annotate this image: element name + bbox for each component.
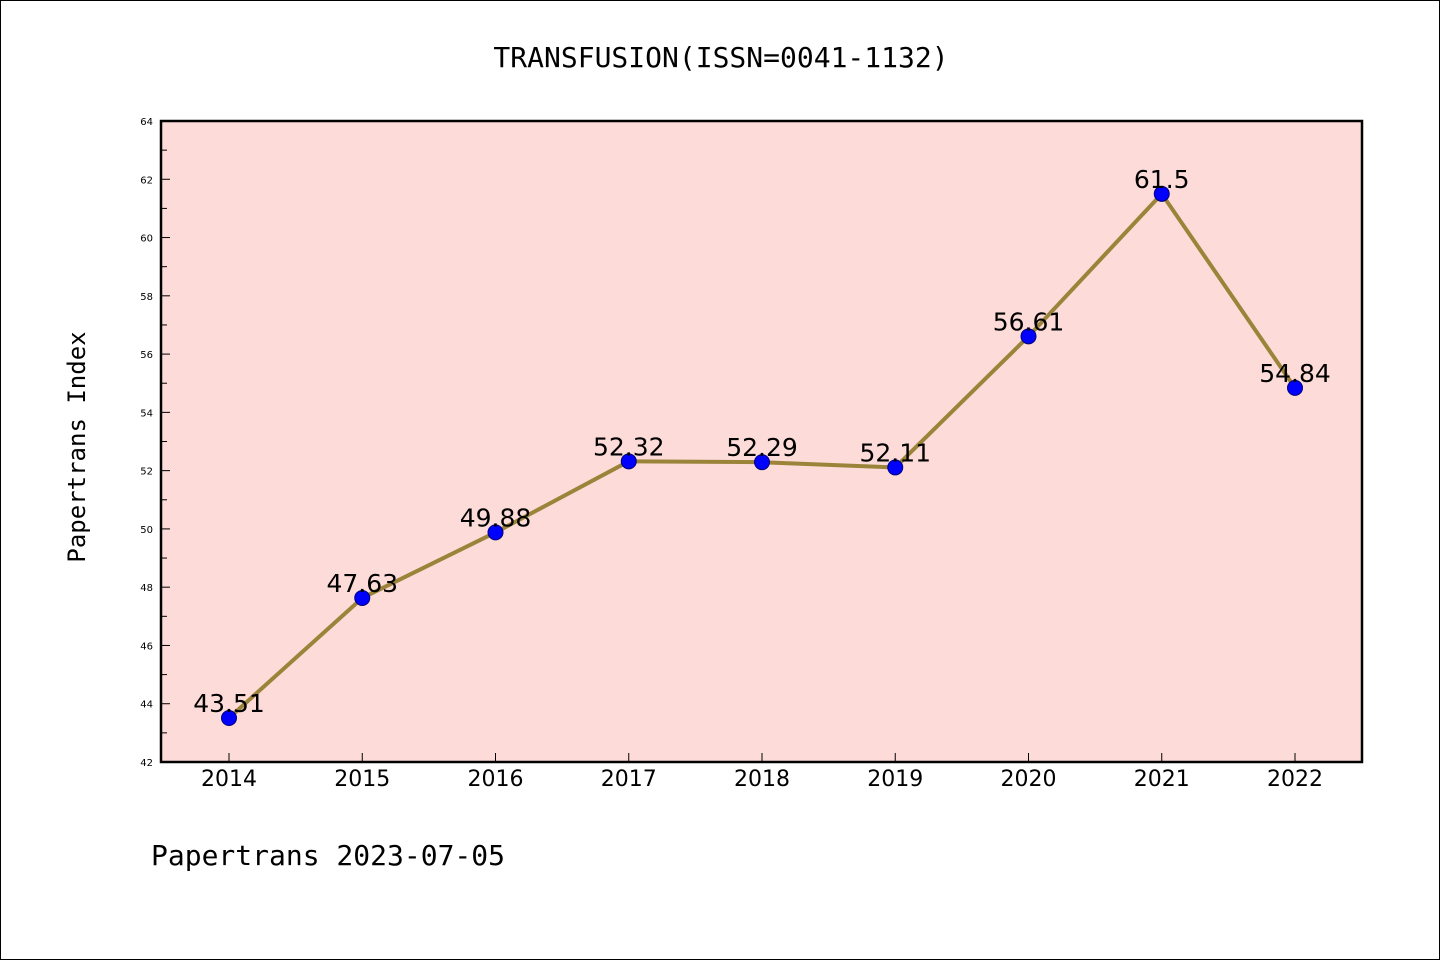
data-label: 52.29	[726, 433, 798, 462]
x-tick-label: 2018	[734, 767, 790, 792]
data-label: 47.63	[326, 569, 398, 598]
plot-border	[159, 119, 1364, 764]
data-label: 52.11	[859, 438, 931, 467]
data-label: 49.88	[460, 503, 532, 532]
y-tick-label: 50	[140, 525, 153, 536]
plot-area	[161, 121, 1362, 762]
y-tick-label: 56	[140, 350, 153, 361]
y-tick-label: 54	[140, 408, 153, 419]
data-point	[1020, 328, 1037, 345]
x-axis-ticks: 2014 2015 2016 2017 2018 2019 2020 2021 2022	[201, 753, 1323, 792]
data-point	[620, 453, 637, 470]
x-tick-label: 2020	[1001, 767, 1057, 792]
y-tick-label: 62	[140, 175, 153, 186]
y-axis-ticks: 42 44 46 48 50 52 54 56 58 60 62 64	[140, 117, 170, 769]
x-tick-label: 2017	[601, 767, 657, 792]
y-tick-label: 48	[140, 583, 153, 594]
x-tick-label: 2019	[867, 767, 923, 792]
y-tick-label: 44	[140, 700, 153, 711]
data-label: 61.5	[1134, 165, 1190, 194]
data-labels: 43.51 47.63 49.88 52.32 52.29 52.11 56.61 61.5 5…	[193, 165, 1331, 718]
data-points	[221, 185, 1303, 727]
y-tick-label: 60	[140, 234, 153, 245]
data-label: 52.32	[593, 432, 665, 461]
y-tick-label: 64	[140, 117, 153, 128]
data-point	[1287, 379, 1303, 396]
data-point	[1153, 185, 1170, 202]
data-label: 56.61	[993, 307, 1065, 336]
x-tick-label: 2021	[1134, 767, 1190, 792]
y-tick-label: 58	[140, 292, 153, 303]
footer-credit: Papertrans 2023-07-05	[151, 839, 505, 872]
data-point	[487, 524, 504, 541]
x-tick-label: 2015	[334, 767, 390, 792]
data-point	[354, 589, 371, 606]
data-point	[887, 459, 904, 476]
y-axis-label: Papertrans Index	[63, 331, 91, 562]
data-label: 43.51	[193, 689, 265, 718]
x-tick-label: 2022	[1267, 767, 1323, 792]
data-label: 54.84	[1259, 359, 1331, 388]
y-tick-label: 42	[140, 758, 153, 769]
data-point	[221, 710, 237, 727]
chart-title: TRANSFUSION(ISSN=0041-1132)	[493, 41, 948, 74]
x-tick-label: 2016	[468, 767, 524, 792]
y-tick-label: 46	[140, 641, 153, 652]
data-point	[754, 454, 770, 471]
y-tick-label: 52	[140, 467, 153, 478]
x-tick-label: 2014	[201, 767, 257, 792]
